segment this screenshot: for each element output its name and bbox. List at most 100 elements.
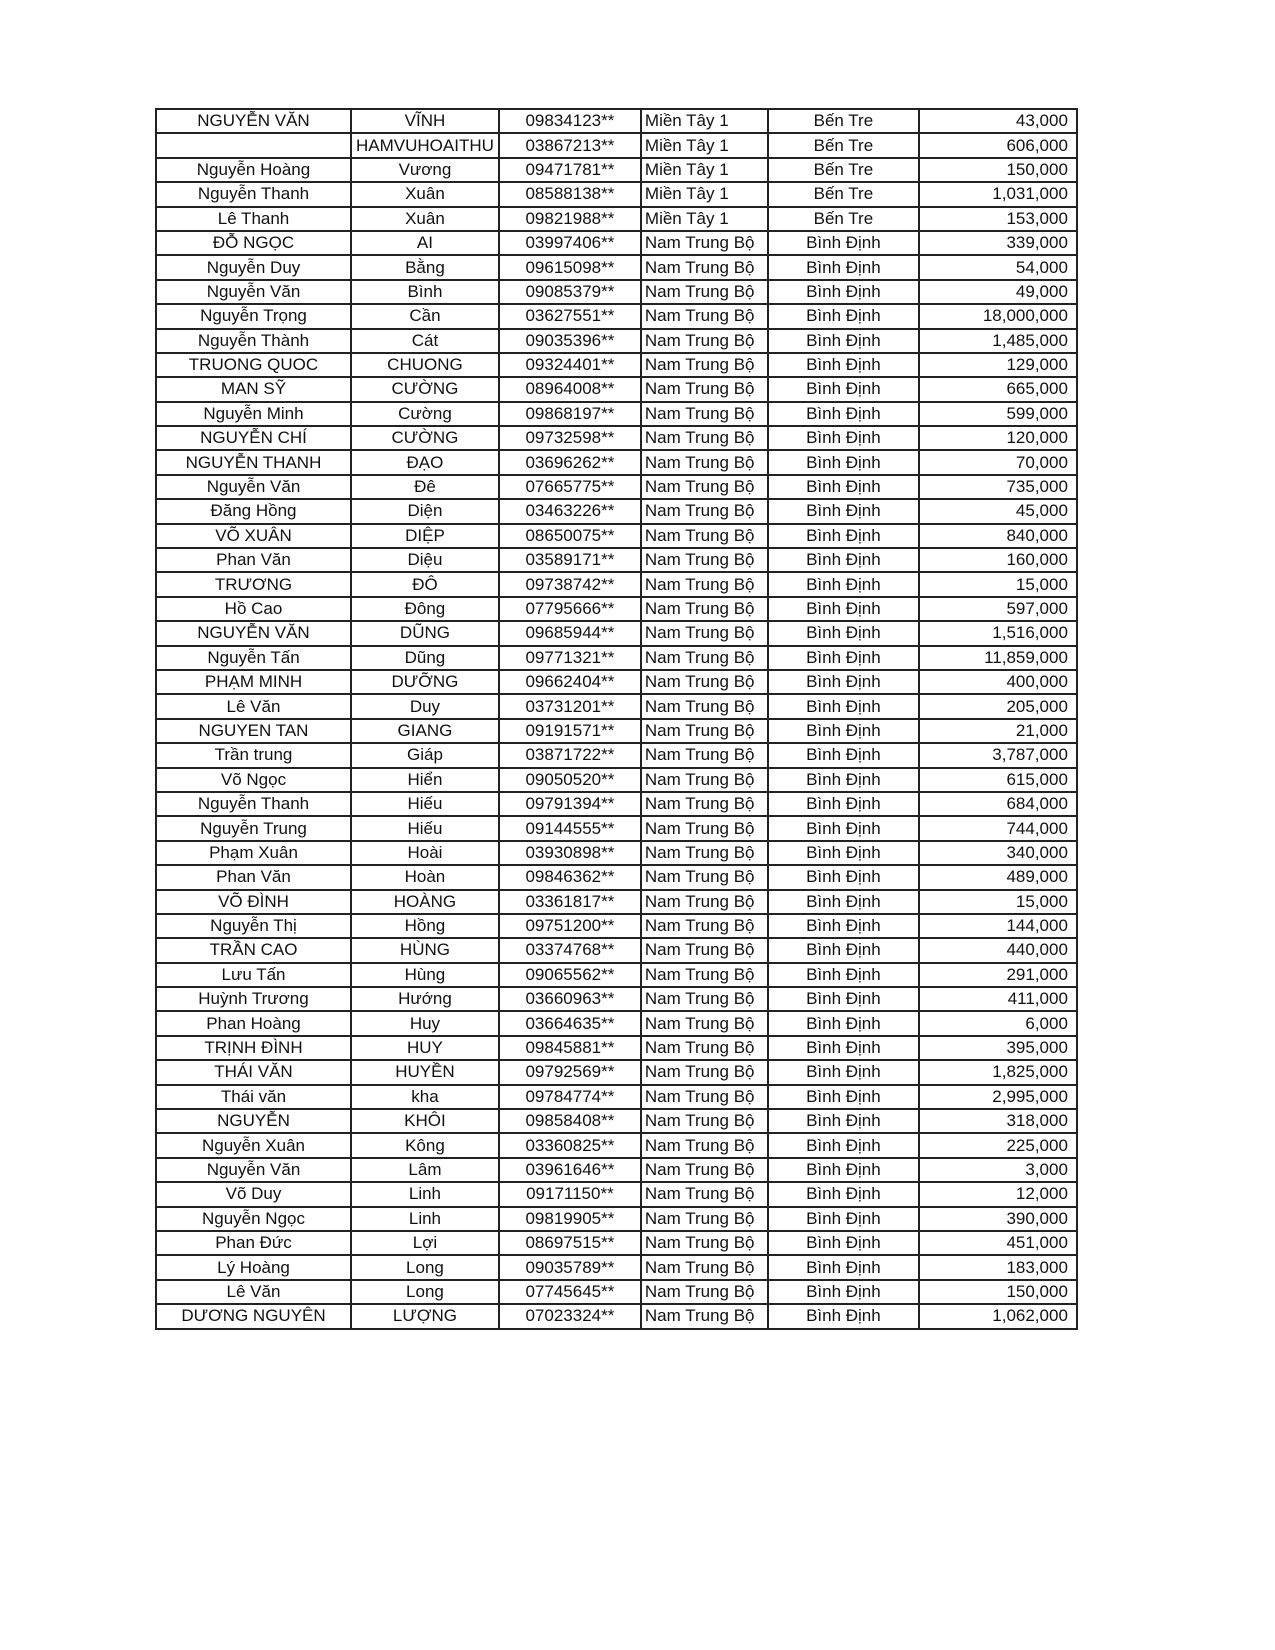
province-cell: Bình Định [766, 400, 920, 428]
table-row: ĐỖ NGỌC AI 03997406** Nam Trung Bộ Bình Định… [155, 229, 1078, 257]
surname-cell: Nguyễn Trung [155, 815, 352, 842]
surname-cell: Huỳnh Trương [155, 986, 352, 1013]
region-cell: Miền Tây 1 [639, 181, 769, 208]
table-row: Nguyễn Minh Cường 09868197** Nam Trung Bộ Bì… [155, 400, 1078, 428]
region-cell: Nam Trung Bộ [639, 839, 769, 867]
given-name-cell: Hùng [350, 961, 500, 989]
region-cell: Nam Trung Bộ [639, 1303, 769, 1330]
table-row: Võ Duy Linh 09171150** Nam Trung Bộ Bình Địn… [155, 1181, 1078, 1208]
given-name-cell: HAMVUHOAITHU [350, 132, 500, 159]
region-cell: Nam Trung Bộ [639, 790, 769, 818]
table-row: NGUYỄN THANH ĐẠO 03696262** Nam Trung Bộ Bìn… [155, 449, 1078, 476]
region-cell: Nam Trung Bộ [639, 986, 769, 1013]
phone-cell: 09771321** [497, 644, 642, 672]
phone-cell: 03696262** [497, 449, 642, 476]
table-row: NGUYỄN CHÍ CƯỜNG 09732598** Nam Trung Bộ Bìn… [155, 425, 1078, 452]
surname-cell: Nguyễn Xuân [155, 1132, 352, 1159]
province-cell: Bình Định [766, 327, 920, 354]
region-cell: Nam Trung Bộ [639, 351, 769, 379]
table-row: Nguyễn Tấn Dũng 09771321** Nam Trung Bộ Bình… [155, 644, 1078, 672]
phone-cell: 03360825** [497, 1132, 642, 1159]
table-row: VÕ XUÂN DIỆP 08650075** Nam Trung Bộ Bình Đị… [155, 522, 1078, 550]
amount-cell: 183,000 [917, 1254, 1078, 1281]
phone-cell: 09868197** [497, 400, 642, 428]
phone-cell: 08697515** [497, 1229, 642, 1257]
table-row: PHẠM MINH DƯỠNG 09662404** Nam Trung Bộ Bình… [155, 668, 1078, 696]
phone-cell: 09738742** [497, 571, 642, 598]
province-cell: Bình Định [766, 498, 920, 525]
table-row: Nguyễn Hoàng Vương 09471781** Miền Tây 1 Bến… [155, 156, 1078, 184]
region-cell: Nam Trung Bộ [639, 742, 769, 769]
phone-cell: 09685944** [497, 620, 642, 647]
amount-cell: 70,000 [917, 449, 1078, 476]
table-row: Lê Thanh Xuân 09821988** Miền Tây 1 Bến Tre 1… [155, 205, 1078, 232]
province-cell: Bình Định [766, 693, 920, 720]
province-cell: Bình Định [766, 595, 920, 623]
province-cell: Bình Định [766, 1083, 920, 1111]
region-cell: Nam Trung Bộ [639, 1205, 769, 1232]
table-row: DƯƠNG NGUYÊN LƯỢNG 07023324** Nam Trung Bộ B… [155, 1303, 1078, 1330]
phone-cell: 03997406** [497, 229, 642, 257]
region-cell: Nam Trung Bộ [639, 571, 769, 598]
given-name-cell: Duy [350, 693, 500, 720]
given-name-cell: CƯỜNG [350, 425, 500, 452]
province-cell: Bình Định [766, 473, 920, 501]
phone-cell: 08588138** [497, 181, 642, 208]
region-cell: Nam Trung Bộ [639, 766, 769, 793]
province-cell: Bình Định [766, 937, 920, 964]
region-cell: Nam Trung Bộ [639, 327, 769, 354]
province-cell: Bình Định [766, 571, 920, 598]
phone-cell: 03930898** [497, 839, 642, 867]
region-cell: Miền Tây 1 [639, 156, 769, 184]
amount-cell: 12,000 [917, 1181, 1078, 1208]
surname-cell: Nguyễn Hoàng [155, 156, 352, 184]
surname-cell: Phan Đức [155, 1229, 352, 1257]
phone-cell: 03361817** [497, 888, 642, 915]
given-name-cell: Diệu [350, 547, 500, 574]
province-cell: Bình Định [766, 547, 920, 574]
province-cell: Bình Định [766, 376, 920, 403]
given-name-cell: Đông [350, 595, 500, 623]
province-cell: Bình Định [766, 1010, 920, 1037]
province-cell: Bình Định [766, 912, 920, 940]
table-row: HAMVUHOAITHU 03867213** Miền Tây 1 Bến Tre 6… [155, 132, 1078, 159]
table-row: NGUYỄN VĂN VĨNH 09834123** Miền Tây 1 Bến Tr… [155, 107, 1078, 135]
table-row: Đăng Hồng Diện 03463226** Nam Trung Bộ Bình … [155, 498, 1078, 525]
province-cell: Bình Định [766, 254, 920, 281]
province-cell: Bình Định [766, 303, 920, 330]
given-name-cell: CHUONG [350, 351, 500, 379]
table-row: Thái văn kha 09784774** Nam Trung Bộ Bình Đị… [155, 1083, 1078, 1111]
surname-cell: Nguyễn Thị [155, 912, 352, 940]
amount-cell: 291,000 [917, 961, 1078, 989]
region-cell: Nam Trung Bộ [639, 668, 769, 696]
table-row: Huỳnh Trương Hướng 03660963** Nam Trung Bộ B… [155, 986, 1078, 1013]
surname-cell: Trần trung [155, 742, 352, 769]
surname-cell: THÁI VĂN [155, 1059, 352, 1086]
table-row: TRẦN CAO HÙNG 03374768** Nam Trung Bộ Bình Đ… [155, 937, 1078, 964]
region-cell: Nam Trung Bộ [639, 1010, 769, 1037]
amount-cell: 411,000 [917, 986, 1078, 1013]
table-row: THÁI VĂN HUYỀN 09792569** Nam Trung Bộ Bình … [155, 1059, 1078, 1086]
province-cell: Bình Định [766, 888, 920, 915]
table-row: Phan Đức Lợi 08697515** Nam Trung Bộ Bình Đị… [155, 1229, 1078, 1257]
phone-cell: 03731201** [497, 693, 642, 720]
phone-cell: 09471781** [497, 156, 642, 184]
table-row: Lê Văn Duy 03731201** Nam Trung Bộ Bình Định… [155, 693, 1078, 720]
given-name-cell: Kông [350, 1132, 500, 1159]
province-cell: Bình Định [766, 1181, 920, 1208]
table-row: NGUYEN TAN GIANG 09191571** Nam Trung Bộ Bìn… [155, 717, 1078, 745]
surname-cell: Nguyễn Duy [155, 254, 352, 281]
phone-cell: 03627551** [497, 303, 642, 330]
surname-cell: TRỊNH ĐÌNH [155, 1034, 352, 1062]
given-name-cell: HOÀNG [350, 888, 500, 915]
province-cell: Bình Định [766, 449, 920, 476]
province-cell: Bình Định [766, 742, 920, 769]
given-name-cell: HUY [350, 1034, 500, 1062]
table-row: Nguyễn Trung Hiếu 09144555** Nam Trung Bộ Bì… [155, 815, 1078, 842]
province-cell: Bến Tre [766, 107, 920, 135]
region-cell: Nam Trung Bộ [639, 1278, 769, 1306]
amount-cell: 21,000 [917, 717, 1078, 745]
surname-cell: Phan Hoàng [155, 1010, 352, 1037]
province-cell: Bình Định [766, 620, 920, 647]
given-name-cell: VĨNH [350, 107, 500, 135]
